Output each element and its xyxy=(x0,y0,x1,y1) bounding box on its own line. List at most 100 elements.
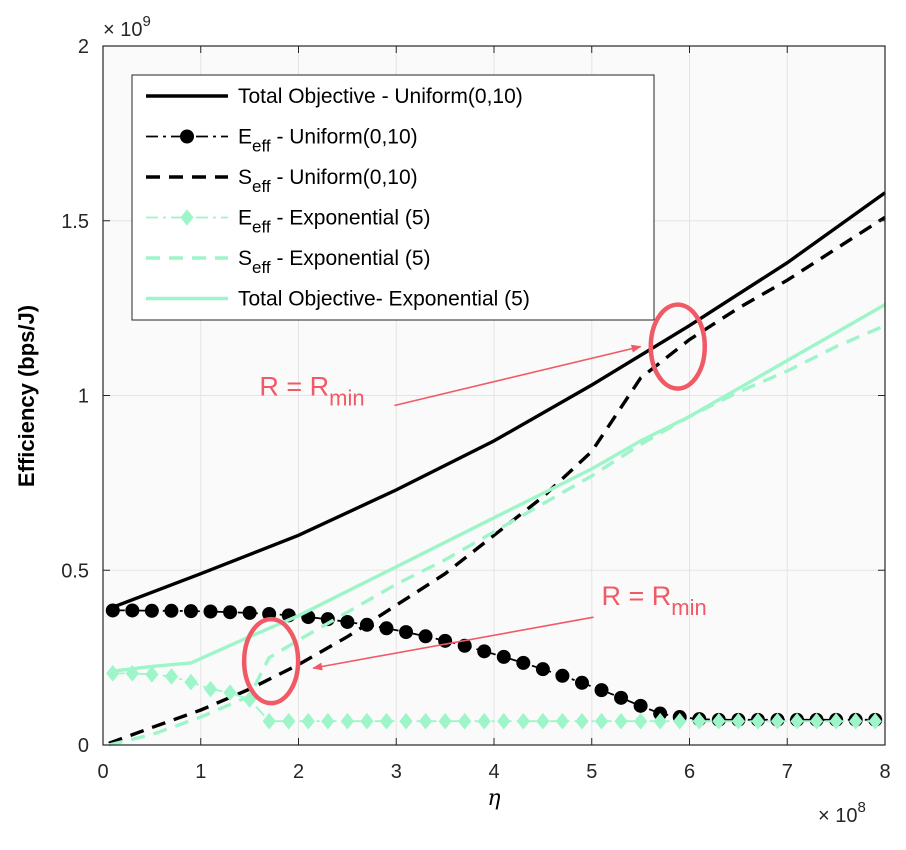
series-line xyxy=(108,191,886,611)
data-point xyxy=(574,675,589,690)
data-point xyxy=(379,712,394,730)
data-point xyxy=(223,605,238,620)
data-point xyxy=(183,604,198,619)
series-1 xyxy=(108,191,886,611)
annotation-1: R = Rmin xyxy=(259,302,708,411)
data-point xyxy=(125,603,140,618)
annotation-2: R = Rmin xyxy=(241,581,707,706)
data-point xyxy=(340,712,355,730)
y-tick-label: 1 xyxy=(78,386,89,408)
x-tick-label: 8 xyxy=(879,761,890,783)
legend-marker xyxy=(180,209,194,226)
data-point xyxy=(301,712,315,730)
data-point xyxy=(399,712,413,730)
series-3 xyxy=(108,215,886,745)
series-line xyxy=(112,609,876,721)
data-point xyxy=(653,712,667,730)
data-point xyxy=(633,712,648,730)
legend-label: Seff - Exponential (5) xyxy=(238,247,431,277)
data-point xyxy=(849,712,863,730)
data-point xyxy=(868,712,882,730)
data-point xyxy=(536,712,550,730)
data-point xyxy=(614,712,628,730)
data-point xyxy=(282,712,296,730)
data-point xyxy=(829,712,843,730)
data-point xyxy=(633,698,648,713)
legend-label: Total Objective- Exponential (5) xyxy=(238,288,530,311)
legend-marker xyxy=(180,129,194,144)
highlight-ellipse xyxy=(241,616,301,706)
x-tick-label: 7 xyxy=(782,761,793,783)
annotation-label: R = Rmin xyxy=(259,372,364,411)
data-point xyxy=(575,712,589,730)
data-point xyxy=(144,603,159,618)
axis-ticks: 0 1 2 3 4 5 6 7 8 0 0.5 1 1.5 2 xyxy=(61,36,890,783)
x-tick-label: 5 xyxy=(586,761,597,783)
x-tick-label: 6 xyxy=(684,761,695,783)
data-point xyxy=(594,712,609,730)
data-point xyxy=(809,712,824,730)
x-tick-label: 4 xyxy=(488,761,499,783)
data-point xyxy=(516,712,530,730)
data-point xyxy=(790,712,804,730)
series-layer xyxy=(105,191,886,747)
y-axis-label: Efficiency (bps/J) xyxy=(14,305,39,487)
data-point xyxy=(262,712,276,730)
data-point xyxy=(184,673,198,691)
data-point xyxy=(203,604,218,619)
data-point xyxy=(164,603,179,618)
data-point xyxy=(379,621,394,636)
data-point xyxy=(360,712,374,730)
data-point xyxy=(321,712,335,730)
series-line xyxy=(108,215,886,745)
data-point xyxy=(457,638,472,653)
x-tick-label: 2 xyxy=(293,761,304,783)
data-point xyxy=(418,712,433,730)
data-point xyxy=(731,712,746,730)
legend-label: Eeff - Uniform(0,10) xyxy=(238,126,418,156)
x-tick-label: 1 xyxy=(195,761,206,783)
legend: Total Objective - Uniform(0,10) Eeff - Un… xyxy=(131,74,655,321)
legend-entry: Total Objective- Exponential (5) xyxy=(146,288,530,311)
legend-entry: Seff - Uniform(0,10) xyxy=(146,166,418,196)
data-point xyxy=(535,662,550,677)
y-tick-label: 2 xyxy=(78,36,89,58)
legend-entry: Eeff - Exponential (5) xyxy=(146,207,431,237)
data-point xyxy=(516,655,531,670)
data-point xyxy=(164,668,179,685)
legend-entry: Seff - Exponential (5) xyxy=(146,247,431,277)
legend-entry: Total Objective - Uniform(0,10) xyxy=(146,85,523,108)
annotation-arrow xyxy=(312,616,594,671)
y-tick-label: 0.5 xyxy=(61,560,89,582)
data-point xyxy=(770,712,785,730)
data-point xyxy=(673,712,687,730)
series-5 xyxy=(108,324,886,747)
x-exponent-label: × 108 xyxy=(818,799,866,827)
data-point xyxy=(477,712,491,730)
legend-label: Eeff - Exponential (5) xyxy=(238,207,431,237)
legend-label: Total Objective - Uniform(0,10) xyxy=(238,85,523,108)
legend-box xyxy=(131,74,655,321)
y-tick-label: 1.5 xyxy=(61,211,89,233)
annotation-label: R = Rmin xyxy=(602,581,707,620)
data-point xyxy=(496,649,511,664)
data-point xyxy=(555,668,570,683)
x-tick-label: 0 xyxy=(97,761,108,783)
y-exponent-label: × 109 xyxy=(103,13,151,41)
annotations: R = Rmin R = Rmin xyxy=(241,302,708,706)
highlight-ellipse xyxy=(648,302,708,391)
annotation-arrow xyxy=(394,344,642,407)
data-point xyxy=(223,684,237,701)
data-point xyxy=(751,712,765,730)
data-point xyxy=(458,712,472,730)
data-point xyxy=(340,614,355,629)
series-line xyxy=(108,303,886,674)
data-point xyxy=(203,680,218,698)
data-point xyxy=(477,644,492,659)
legend-label: Seff - Uniform(0,10) xyxy=(238,166,418,196)
series-line xyxy=(112,672,876,723)
data-point xyxy=(418,629,433,644)
data-point xyxy=(555,712,570,730)
data-point xyxy=(438,712,452,730)
